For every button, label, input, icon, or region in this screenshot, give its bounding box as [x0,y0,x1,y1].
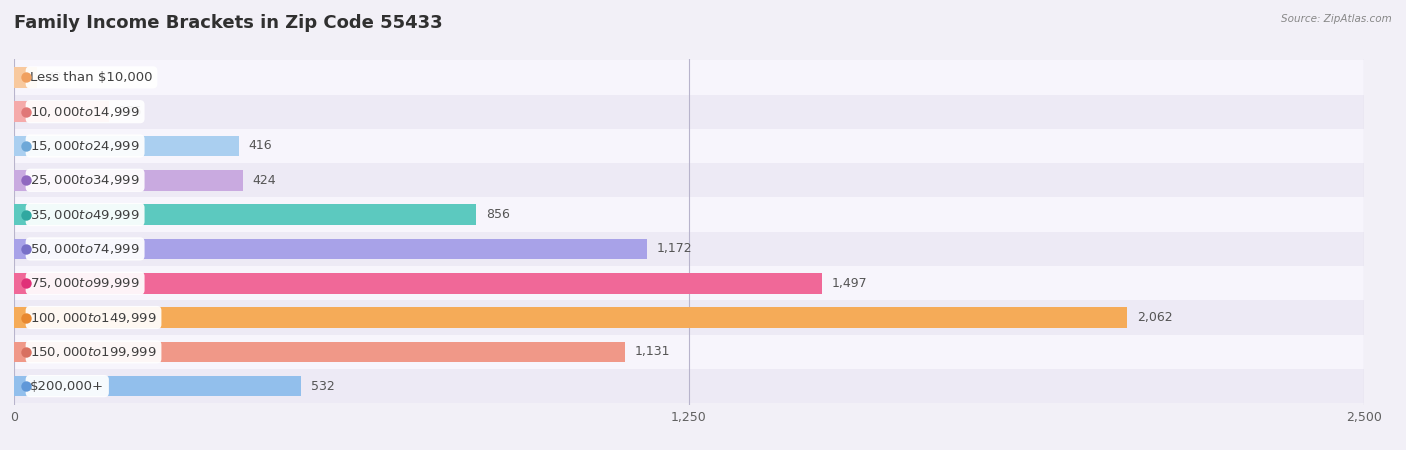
Text: 1,172: 1,172 [657,243,692,256]
Text: 416: 416 [249,140,271,153]
Text: Family Income Brackets in Zip Code 55433: Family Income Brackets in Zip Code 55433 [14,14,443,32]
Bar [14,198,1364,232]
Bar [14,273,823,293]
Text: $35,000 to $49,999: $35,000 to $49,999 [31,207,141,221]
Text: $15,000 to $24,999: $15,000 to $24,999 [31,139,141,153]
Bar [14,136,239,156]
Text: $50,000 to $74,999: $50,000 to $74,999 [31,242,141,256]
Text: $25,000 to $34,999: $25,000 to $34,999 [31,173,141,187]
Bar [14,129,1364,163]
Bar [14,232,1364,266]
Bar [14,266,1364,300]
Bar [14,335,1364,369]
Bar [14,300,1364,335]
Bar [14,170,243,191]
Text: $150,000 to $199,999: $150,000 to $199,999 [31,345,157,359]
Text: 856: 856 [486,208,510,221]
Text: Source: ZipAtlas.com: Source: ZipAtlas.com [1281,14,1392,23]
Text: $100,000 to $149,999: $100,000 to $149,999 [31,310,157,324]
Text: 424: 424 [253,174,277,187]
Text: Less than $10,000: Less than $10,000 [31,71,153,84]
Bar [14,163,1364,198]
Bar [14,94,1364,129]
Bar [14,204,477,225]
Text: 175: 175 [118,105,142,118]
Text: 42: 42 [46,71,62,84]
Bar [14,67,37,88]
Bar [14,307,1128,328]
Bar [14,101,108,122]
Text: 1,131: 1,131 [634,345,669,358]
Text: $10,000 to $14,999: $10,000 to $14,999 [31,105,141,119]
Text: $75,000 to $99,999: $75,000 to $99,999 [31,276,141,290]
Bar [14,60,1364,94]
Text: 1,497: 1,497 [832,277,868,290]
Bar [14,342,624,362]
Bar [14,369,1364,403]
Bar [14,238,647,259]
Text: $200,000+: $200,000+ [31,380,104,393]
Text: 2,062: 2,062 [1137,311,1173,324]
Text: 532: 532 [311,380,335,393]
Bar [14,376,301,396]
